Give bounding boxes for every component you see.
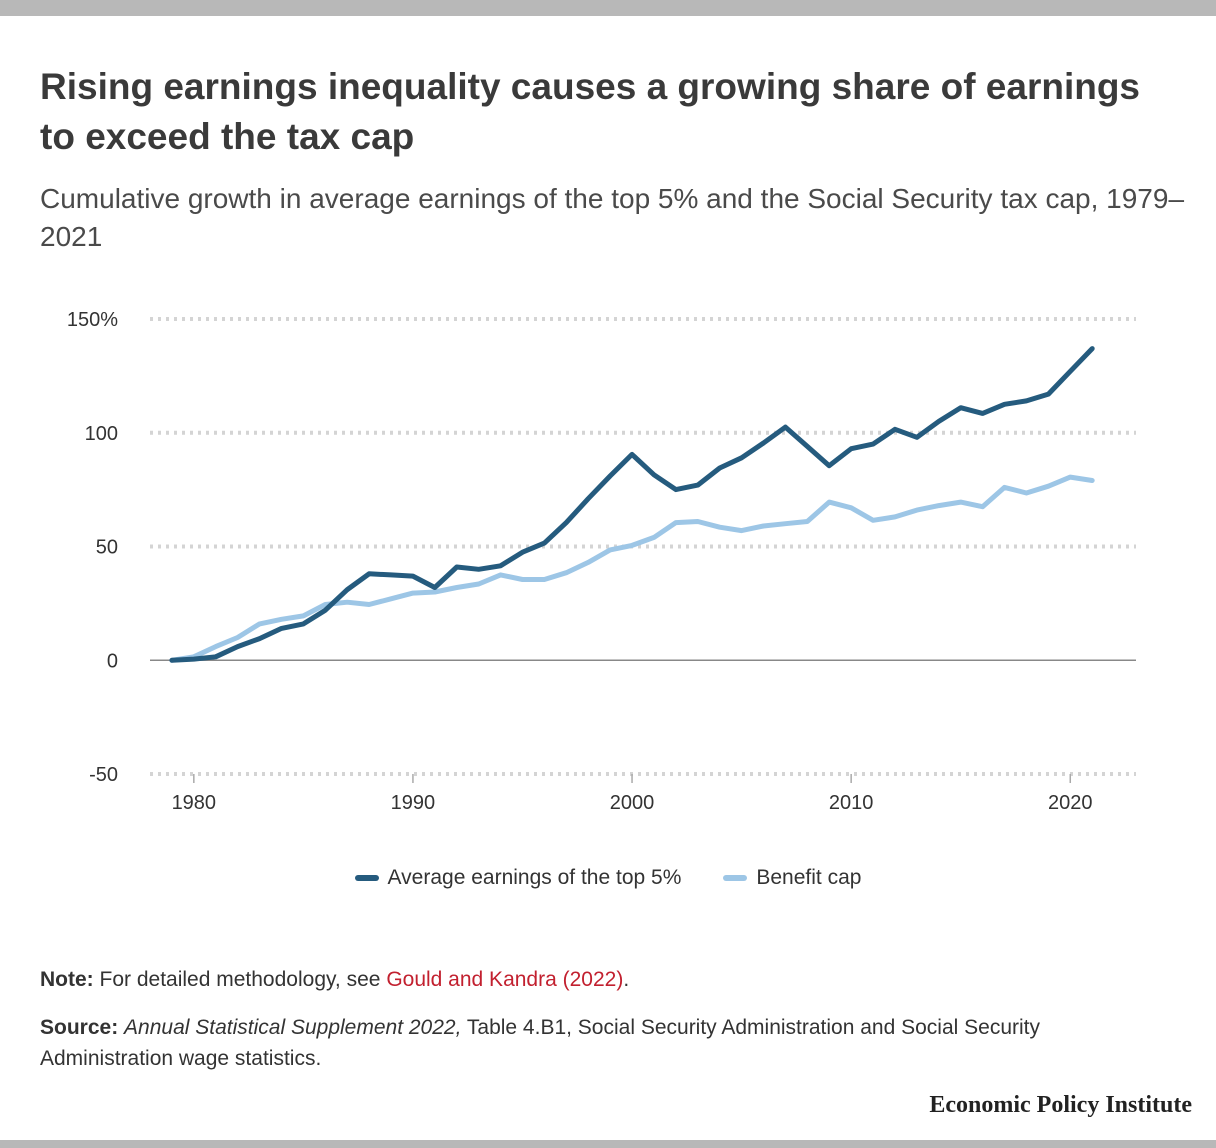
chart-note: Note: For detailed methodology, see Goul… <box>40 966 1180 994</box>
chart-legend: Average earnings of the top 5% Benefit c… <box>0 866 1216 890</box>
note-end: . <box>623 968 630 991</box>
legend-label-benefit-cap: Benefit cap <box>756 866 862 889</box>
legend-item-top5: Average earnings of the top 5% <box>354 866 682 890</box>
x-tick-label: 2000 <box>610 792 655 814</box>
source-lead: Source: <box>40 1016 119 1039</box>
y-tick-label: 0 <box>107 650 118 672</box>
chart-source: Source: Annual Statistical Supplement 20… <box>40 1012 1160 1074</box>
x-tick-label: 2010 <box>829 792 874 814</box>
chart-title: Rising earnings inequality causes a grow… <box>40 66 1141 157</box>
source-text: Table 4.B1, Social Security Administrati… <box>40 1016 1041 1070</box>
legend-label-top5: Average earnings of the top 5% <box>387 866 682 889</box>
legend-swatch-top5 <box>354 875 379 881</box>
note-citation-link[interactable]: Gould and Kandra (2022) <box>386 968 624 991</box>
line-chart: 150% 100 50 0 -50 1980 1990 2000 2010 2020 <box>67 309 1136 814</box>
legend-swatch-benefit-cap <box>723 875 748 881</box>
note-lead: Note: <box>40 968 94 991</box>
y-tick-label: -50 <box>89 764 118 786</box>
chart-subtitle: Cumulative growth in average earnings of… <box>40 183 1185 252</box>
series-line-top5 <box>169 346 1095 663</box>
y-tick-label: 50 <box>96 537 118 559</box>
top-border <box>0 0 1216 16</box>
y-tick-label: 100 <box>85 423 118 445</box>
source-publication: Annual Statistical Supplement 2022, <box>124 1016 462 1039</box>
bottom-border <box>0 1140 1216 1148</box>
x-tick-label: 1980 <box>172 792 217 814</box>
x-tick-label: 1990 <box>391 792 436 814</box>
y-tick-label: 150% <box>67 309 118 331</box>
series-line-benefit-cap <box>169 474 1095 663</box>
note-text: For detailed methodology, see <box>99 968 381 991</box>
legend-item-benefit-cap: Benefit cap <box>723 866 861 890</box>
brand-logo-text: Economic Policy Institute <box>929 1092 1192 1118</box>
x-tick-label: 2020 <box>1048 792 1093 814</box>
